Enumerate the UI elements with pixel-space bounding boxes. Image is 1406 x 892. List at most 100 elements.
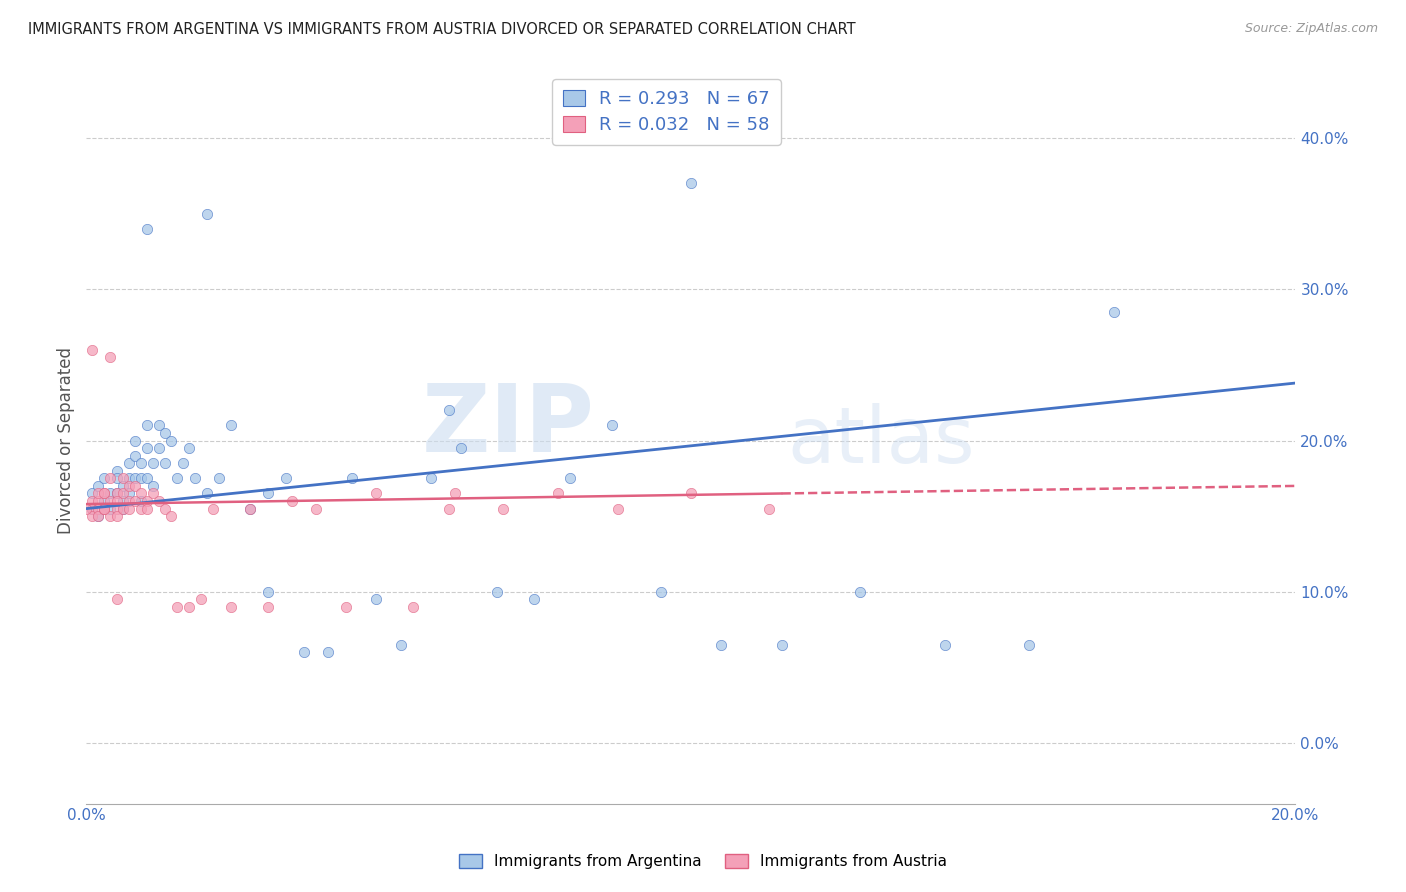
Point (87, 486, 110, 500)
Point (153, 425, 176, 440)
Point (142, 479, 165, 493)
Point (105, 494, 128, 508)
Point (849, 584, 872, 599)
Point (316, 645, 339, 659)
Point (221, 418, 243, 433)
Point (366, 592, 388, 607)
Y-axis label: Divorced or Separated: Divorced or Separated (58, 347, 75, 534)
Point (492, 501, 515, 516)
Point (607, 501, 630, 516)
Point (87, 509, 110, 524)
Point (558, 471, 581, 485)
Point (100, 486, 122, 500)
Point (87, 501, 110, 516)
Point (135, 501, 157, 516)
Point (105, 509, 128, 524)
Point (166, 599, 188, 614)
Point (129, 471, 152, 485)
Point (444, 486, 467, 500)
Point (111, 494, 134, 508)
Point (160, 434, 183, 448)
Point (1102, 305, 1125, 319)
Point (93, 486, 115, 500)
Point (87, 479, 110, 493)
Text: IMMIGRANTS FROM ARGENTINA VS IMMIGRANTS FROM AUSTRIA DIVORCED OR SEPARATED CORRE: IMMIGRANTS FROM ARGENTINA VS IMMIGRANTS … (28, 22, 856, 37)
Point (135, 441, 157, 455)
Text: Source: ZipAtlas.com: Source: ZipAtlas.com (1244, 22, 1378, 36)
Point (256, 486, 278, 500)
Point (679, 486, 702, 500)
Point (129, 501, 152, 516)
Point (82, 486, 104, 500)
Point (160, 509, 183, 524)
Point (105, 464, 128, 478)
Point (166, 471, 188, 485)
Legend: R = 0.293   N = 67, R = 0.032   N = 58: R = 0.293 N = 67, R = 0.032 N = 58 (553, 79, 780, 145)
Point (305, 501, 328, 516)
Point (710, 638, 733, 652)
Point (87, 494, 110, 508)
Point (124, 494, 146, 508)
Point (177, 441, 200, 455)
Point (117, 456, 139, 470)
Point (195, 206, 218, 220)
Point (100, 501, 122, 516)
Point (389, 638, 412, 652)
Legend: Immigrants from Argentina, Immigrants from Austria: Immigrants from Argentina, Immigrants fr… (453, 848, 953, 875)
Point (238, 501, 260, 516)
Point (111, 501, 134, 516)
Point (111, 479, 134, 493)
Point (100, 471, 122, 485)
Point (93, 501, 115, 516)
Point (437, 403, 460, 417)
Point (153, 456, 176, 470)
Point (82, 494, 104, 508)
Point (82, 509, 104, 524)
Point (117, 494, 139, 508)
Point (148, 418, 170, 433)
Point (93, 486, 115, 500)
Point (100, 509, 122, 524)
Point (195, 486, 218, 500)
Point (148, 494, 170, 508)
Point (100, 351, 122, 365)
Point (105, 486, 128, 500)
Point (486, 584, 509, 599)
Point (124, 449, 146, 463)
Point (111, 486, 134, 500)
Point (679, 177, 702, 191)
Point (135, 471, 157, 485)
Point (177, 599, 200, 614)
Point (117, 486, 139, 500)
Text: ZIP: ZIP (422, 380, 595, 472)
Point (600, 418, 623, 433)
Text: atlas: atlas (787, 402, 976, 478)
Point (105, 486, 128, 500)
Point (281, 494, 304, 508)
Point (129, 456, 152, 470)
Point (93, 501, 115, 516)
Point (87, 509, 110, 524)
Point (93, 501, 115, 516)
Point (335, 599, 357, 614)
Point (117, 471, 139, 485)
Point (208, 471, 231, 485)
Point (256, 584, 278, 599)
Point (105, 471, 128, 485)
Point (274, 471, 297, 485)
Point (124, 479, 146, 493)
Point (202, 501, 225, 516)
Point (111, 501, 134, 516)
Point (437, 501, 460, 516)
Point (402, 599, 425, 614)
Point (256, 599, 278, 614)
Point (172, 456, 194, 470)
Point (238, 501, 260, 516)
Point (117, 501, 139, 516)
Point (650, 584, 672, 599)
Point (135, 494, 157, 508)
Point (1018, 638, 1040, 652)
Point (82, 501, 104, 516)
Point (934, 638, 956, 652)
Point (105, 501, 128, 516)
